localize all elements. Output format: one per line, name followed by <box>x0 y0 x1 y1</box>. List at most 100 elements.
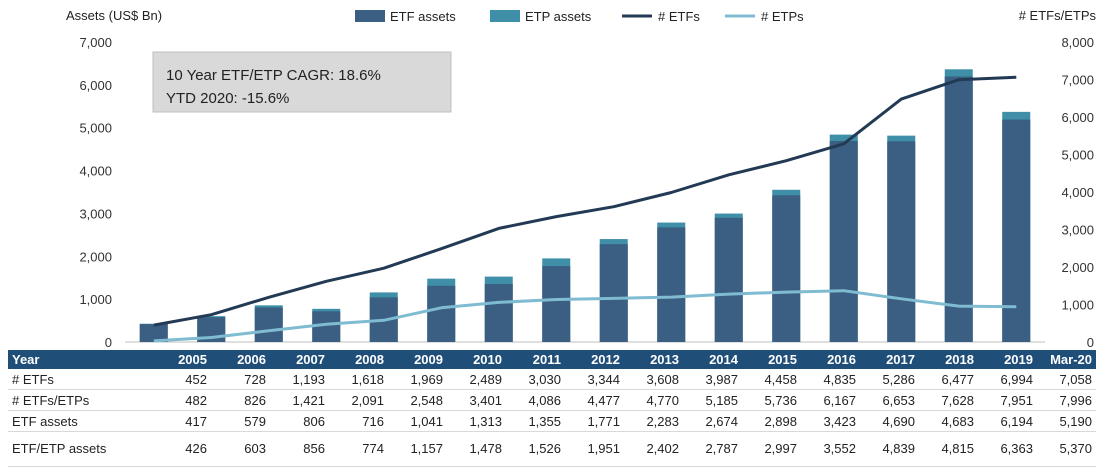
right-tick-label: 7,000 <box>1061 73 1094 88</box>
table-cell: 4,835 <box>801 369 860 390</box>
legend-item-etf-assets[interactable]: ETF assets <box>355 9 456 24</box>
table-cell: 806 <box>270 410 329 432</box>
left-tick-label: 0 <box>105 335 112 350</box>
table-cell: 579 <box>211 410 270 432</box>
table-cell: 6,653 <box>860 389 919 411</box>
table-cell: 4,086 <box>506 389 565 411</box>
left-tick-label: 1,000 <box>79 292 112 307</box>
table-cell: 2,402 <box>624 431 683 467</box>
table-cell: 2,997 <box>742 431 801 467</box>
data-table: Year 2005 2006 2007 2008 2009 2010 2011 2012 201… <box>8 350 1096 467</box>
table-cell: 3,423 <box>801 410 860 432</box>
table-cell: 3,401 <box>447 389 506 411</box>
line-etp-count <box>153 289 1017 343</box>
table-cell: 3,552 <box>801 431 860 467</box>
bar-etf-assets <box>484 283 513 342</box>
table-cell: 452 <box>152 369 211 390</box>
table-cell: 1,313 <box>447 410 506 432</box>
table-cell: 716 <box>329 410 388 432</box>
table-year-header: 2006 <box>211 350 270 369</box>
legend-item-etp-assets[interactable]: ETP assets <box>490 9 592 24</box>
table-year-header: 2017 <box>860 350 919 369</box>
table-year-header: 2015 <box>742 350 801 369</box>
right-tick-label: 8,000 <box>1061 35 1094 50</box>
table-cell: 1,951 <box>565 431 624 467</box>
table-cell: 2,787 <box>683 431 742 467</box>
left-axis-ticks: 0 1,000 2,000 3,000 4,000 5,000 6,000 7,000 <box>79 35 112 350</box>
table-cell: 4,839 <box>860 431 919 467</box>
table-year-header: 2016 <box>801 350 860 369</box>
left-tick-label: 3,000 <box>79 206 112 221</box>
table-cell: 426 <box>152 431 211 467</box>
left-tick-label: 4,000 <box>79 164 112 179</box>
table-header-label: Year <box>8 350 152 369</box>
table-cell: 774 <box>329 431 388 467</box>
table-row-label: ETF/ETP assets <box>8 431 152 467</box>
table-cell: 6,363 <box>978 431 1037 467</box>
table-cell: 4,690 <box>860 410 919 432</box>
table-cell: 6,167 <box>801 389 860 411</box>
cagr-callout: 10 Year ETF/ETP CAGR: 18.6% YTD 2020: -1… <box>152 51 452 113</box>
left-tick-label: 6,000 <box>79 78 112 93</box>
table-row: ETF/ETP assets 426 603 856 774 1,157 1,478 1,52… <box>8 431 1096 467</box>
right-tick-label: 3,000 <box>1061 223 1094 238</box>
right-tick-label: 2,000 <box>1061 260 1094 275</box>
table-cell: 3,030 <box>506 369 565 390</box>
table-cell: 5,370 <box>1037 431 1096 467</box>
table-cell: 1,969 <box>388 369 447 390</box>
table-year-header: 2005 <box>152 350 211 369</box>
line-series <box>153 75 1017 343</box>
bar-etf-assets <box>829 141 858 342</box>
table-cell: 7,951 <box>978 389 1037 411</box>
right-tick-label: 4,000 <box>1061 185 1094 200</box>
legend-item-etf-count[interactable]: # ETFs <box>622 9 700 24</box>
table-cell: 5,185 <box>683 389 742 411</box>
table-cell: 603 <box>211 431 270 467</box>
bar-etf-assets <box>1002 119 1031 342</box>
right-tick-label: 6,000 <box>1061 110 1094 125</box>
table-cell: 3,608 <box>624 369 683 390</box>
table-row-label: ETF assets <box>8 410 152 432</box>
legend-swatch-etf-assets <box>355 10 385 22</box>
table-cell: 1,618 <box>329 369 388 390</box>
table-year-header: 2010 <box>447 350 506 369</box>
table-row-label: # ETFs/ETPs <box>8 389 152 411</box>
table-row: # ETFs/ETPs 482 826 1,421 2,091 2,548 3,401 4,0… <box>8 389 1096 411</box>
table-cell: 3,987 <box>683 369 742 390</box>
table-cell: 3,344 <box>565 369 624 390</box>
table-cell: 6,994 <box>978 369 1037 390</box>
table-cell: 5,286 <box>860 369 919 390</box>
table-body: # ETFs 452 728 1,193 1,618 1,969 2,489 3,030 3,3… <box>8 369 1096 467</box>
table-cell: 417 <box>152 410 211 432</box>
right-axis-title: # ETFs/ETPs <box>1019 8 1097 23</box>
table-year-header: 2018 <box>919 350 978 369</box>
table-cell: 1,421 <box>270 389 329 411</box>
legend-label-etf-assets: ETF assets <box>390 9 456 24</box>
left-tick-label: 5,000 <box>79 121 112 136</box>
right-tick-label: 5,000 <box>1061 148 1094 163</box>
table-cell: 2,091 <box>329 389 388 411</box>
legend-swatch-etp-assets <box>490 10 520 22</box>
table-cell: 1,771 <box>565 410 624 432</box>
table-cell: 1,355 <box>506 410 565 432</box>
table-cell: 6,477 <box>919 369 978 390</box>
table-cell: 482 <box>152 389 211 411</box>
bar-etf-assets <box>599 244 628 342</box>
table-cell: 1,157 <box>388 431 447 467</box>
callout-ytd-text: YTD 2020: -15.6% <box>166 90 289 107</box>
legend-label-etp-count: # ETPs <box>761 9 804 24</box>
bar-etf-assets <box>887 141 916 342</box>
table-year-header: 2011 <box>506 350 565 369</box>
table-header-row: Year 2005 2006 2007 2008 2009 2010 2011 2012 201… <box>8 350 1096 369</box>
table-cell: 6,194 <box>978 410 1037 432</box>
table-cell: 7,996 <box>1037 389 1096 411</box>
table-cell: 5,736 <box>742 389 801 411</box>
right-tick-label: 0 <box>1087 335 1094 350</box>
table-row-label: # ETFs <box>8 369 152 390</box>
table-cell: 2,283 <box>624 410 683 432</box>
legend-label-etf-count: # ETFs <box>658 9 700 24</box>
table-cell: 7,058 <box>1037 369 1096 390</box>
table-cell: 2,674 <box>683 410 742 432</box>
legend-item-etp-count[interactable]: # ETPs <box>725 9 804 24</box>
